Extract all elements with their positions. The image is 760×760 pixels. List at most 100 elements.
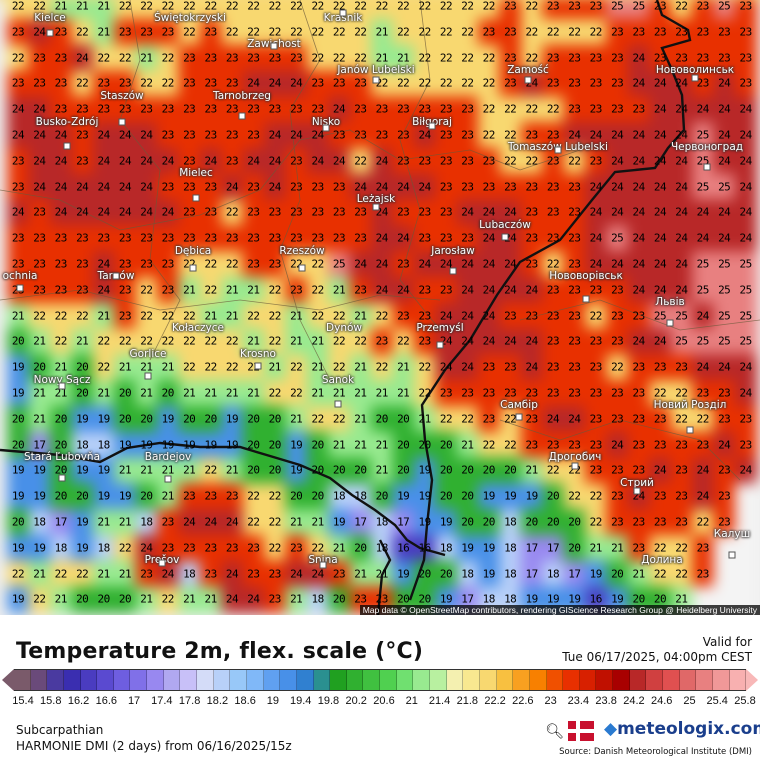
temperature-value: 22	[546, 25, 560, 39]
temperature-value: 23	[247, 180, 260, 194]
temperature-value: 24	[332, 154, 346, 168]
temperature-value: 25	[675, 309, 688, 323]
temperature-value: 24	[290, 128, 303, 142]
temperature-value: 20	[439, 438, 453, 452]
temperature-value: 23	[482, 180, 496, 194]
legend-swatch	[513, 670, 530, 690]
city-label: Jarosław	[431, 244, 475, 257]
temperature-value: 22	[653, 567, 667, 581]
temperature-value: 24	[397, 283, 410, 297]
city-label: Kielce	[34, 12, 66, 25]
temperature-value: 21	[311, 386, 324, 400]
temperature-value: 18	[439, 541, 453, 555]
temperature-value: 24	[739, 231, 752, 245]
temperature-value: 23	[247, 541, 260, 555]
temperature-value: 22	[482, 102, 496, 116]
temperature-value: 22	[332, 0, 346, 13]
temperature-value: 21	[225, 386, 239, 400]
temperature-value: 19	[183, 438, 196, 452]
temperature-value: 22	[268, 0, 282, 13]
temperature-value: 23	[632, 102, 645, 116]
temperature-value: 23	[33, 51, 46, 65]
legend-swatch	[579, 670, 597, 690]
temperature-value: 23	[290, 283, 303, 297]
temperature-value: 24	[504, 283, 517, 297]
temperature-value: 23	[33, 76, 46, 90]
temperature-value: 24	[589, 128, 603, 142]
temperature-value: 25	[739, 257, 752, 271]
city-label: Krosno	[240, 347, 276, 360]
temperature-value: 24	[632, 334, 645, 348]
temperature-value: 25	[718, 180, 731, 194]
legend-tick-label: 22.6	[512, 695, 534, 707]
temperature-value: 23	[33, 205, 46, 219]
temperature-value: 23	[183, 102, 196, 116]
temperature-value: 23	[696, 76, 710, 90]
temperature-value: 25	[718, 257, 731, 271]
temperature-value: 24	[76, 180, 89, 194]
temperature-value: 23	[653, 412, 667, 426]
temperature-value: 23	[461, 231, 474, 245]
temperature-value: 23	[739, 438, 752, 452]
temperature-value: 23	[546, 386, 560, 400]
temperature-value: 24	[439, 360, 453, 374]
temperature-value: 24	[11, 102, 25, 116]
temperature-value: 23	[183, 76, 196, 90]
temperature-value: 21	[375, 567, 389, 581]
temperature-value: 21	[140, 360, 153, 374]
temperature-value: 22	[525, 51, 538, 65]
temperature-value: 21	[140, 51, 153, 65]
temperature-value: 23	[11, 76, 25, 90]
temperature-value: 24	[739, 205, 752, 219]
temperature-value: 18	[504, 592, 517, 606]
temperature-value: 23	[546, 360, 560, 374]
temperature-value: 23	[397, 154, 410, 168]
meteologix-logo[interactable]: ◆meteologix.com	[604, 719, 760, 739]
temperature-value: 24	[611, 257, 624, 271]
temperature-value: 20	[525, 515, 538, 529]
temperature-value: 22	[482, 128, 496, 142]
temperature-value: 23	[504, 76, 517, 90]
zoom-hd-icon[interactable]: 🔍︎	[545, 722, 565, 740]
temperature-value: 21	[118, 567, 132, 581]
temperature-value: 19	[76, 463, 89, 477]
legend-swatch	[80, 670, 98, 690]
temperature-value: 24	[311, 154, 324, 168]
city-marker-icon	[686, 426, 694, 434]
temperature-value: 21	[354, 360, 367, 374]
legend-panel: Temperature 2m, flex. scale (°C) Valid f…	[0, 615, 760, 760]
temperature-value: 23	[311, 102, 324, 116]
temperature-value: 24	[97, 180, 110, 194]
temperature-value: 17	[568, 567, 581, 581]
temperature-value: 23	[204, 128, 217, 142]
city-label: Rzeszów	[279, 244, 325, 257]
legend-swatch	[147, 670, 164, 690]
temperature-value: 24	[54, 205, 68, 219]
temperature-value: 21	[97, 515, 110, 529]
temperature-value: 20	[568, 515, 581, 529]
temperature-value: 20	[76, 592, 89, 606]
temperature-value: 23	[311, 205, 324, 219]
temperature-value: 24	[632, 128, 645, 142]
temperature-value: 21	[268, 360, 282, 374]
temperature-value: 22	[589, 25, 603, 39]
map-attribution[interactable]: Map data © OpenStreetMap contributors, r…	[359, 605, 760, 615]
temperature-value: 21	[140, 592, 153, 606]
temperature-map[interactable]: 22 22 21 21 21 22 22 22 22 22 22 22 22 22 22 22 22 22 22 22…	[0, 0, 760, 615]
temperature-value: 23	[54, 283, 68, 297]
temperature-value: 23	[482, 154, 496, 168]
temperature-value: 23	[397, 205, 410, 219]
temperature-value: 23	[696, 51, 710, 65]
temperature-value: 23	[461, 128, 474, 142]
temperature-value: 21	[290, 334, 303, 348]
temperature-value: 21	[311, 334, 324, 348]
temperature-value: 24	[461, 283, 474, 297]
temperature-value: 24	[204, 154, 217, 168]
temperature-value: 24	[718, 231, 731, 245]
city-label: Lubaczów	[479, 218, 531, 231]
temperature-value: 23	[375, 334, 389, 348]
temperature-value: 20	[268, 438, 282, 452]
temperature-value: 21	[183, 283, 196, 297]
brand-name: meteologix.com	[617, 719, 760, 739]
temperature-value: 19	[418, 463, 431, 477]
